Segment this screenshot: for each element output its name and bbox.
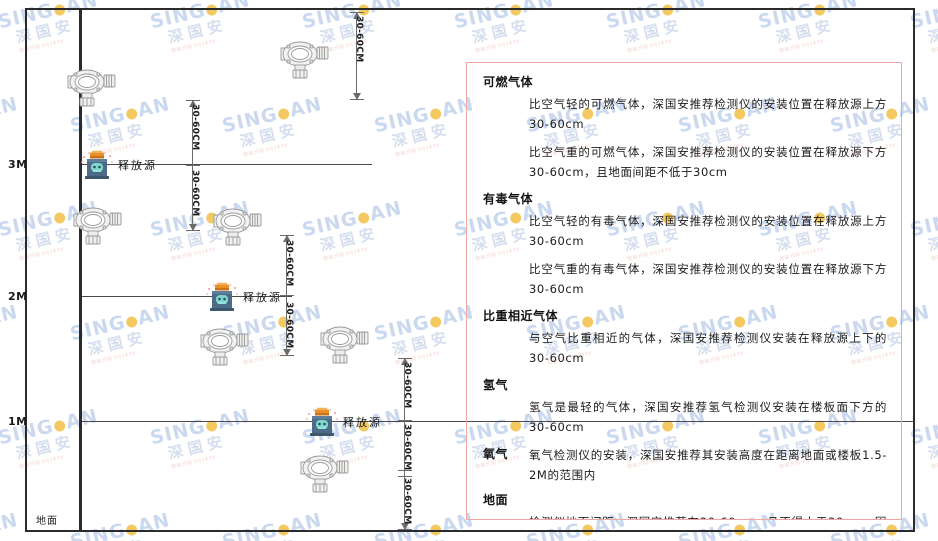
level-label-1m: 1M: [8, 415, 28, 428]
dimension-line-b: [347, 12, 367, 100]
dimension-label-a1: 30-60CM: [190, 104, 200, 151]
panel-section-title: 氧气: [483, 447, 509, 461]
watermark-chinese: 深国安: [926, 431, 938, 463]
dimension-label-a2: 30-60CM: [190, 170, 200, 217]
dimension-label-d3: 30-60CM: [402, 478, 412, 525]
ground-line: [79, 530, 915, 532]
level-line-2m: [82, 296, 292, 297]
ground-label: 地面: [36, 516, 58, 527]
dimension-line-a: [183, 100, 203, 231]
panel-section: 地面检测仪地面间距，深国安推荐在30-60cm，且不得小于30cm，因为过低容易…: [483, 491, 887, 519]
panel-section-paragraph: 比空气轻的有毒气体，深国安推荐检测仪的安装位置在释放源上方30-60cm: [529, 214, 887, 248]
dimension-label-b1: 30-60CM: [354, 16, 364, 63]
gas-detector-icon: [275, 35, 333, 79]
dimension-line-d: [395, 358, 415, 530]
dimension-label-d2: 30-60CM: [402, 424, 412, 471]
watermark-chinese: 深国安: [926, 15, 938, 47]
level-line-1m: [82, 421, 914, 422]
gas-detector-icon: [68, 201, 126, 245]
dimension-label-c1: 30-60CM: [284, 240, 294, 287]
watermark-chinese: 深国安: [926, 223, 938, 255]
gas-detector-icon: [195, 322, 253, 366]
watermark-small-text: 智能代码:661434: [930, 454, 938, 471]
watermark-small-text: 智能代码:661434: [930, 246, 938, 263]
dimension-label-d1: 30-60CM: [402, 362, 412, 409]
release-source-label: 释放源: [243, 291, 282, 304]
panel-section: 氧气 氧气检测仪的安装，深国安推荐其安装高度在距离地面或楼板1.5-2M的范围内: [483, 445, 887, 485]
panel-section-paragraph: 检测仪地面间距，深国安推荐在30-60cm，且不得小于30cm，因为过低容易水溅…: [483, 512, 887, 519]
info-panel: 可燃气体比空气轻的可燃气体，深国安推荐检测仪的安装位置在释放源上方30-60cm…: [466, 62, 902, 520]
dimension-label-c2: 30-60CM: [284, 302, 294, 349]
release-source-label: 释放源: [118, 159, 157, 172]
panel-section: 比重相近气体与空气比重相近的气体，深国安推荐检测仪安装在释放源上下的30-60c…: [483, 307, 887, 368]
panel-section-title: 氢气: [483, 378, 509, 392]
panel-section-title: 比重相近气体: [483, 309, 559, 323]
panel-section: 有毒气体比空气轻的有毒气体，深国安推荐检测仪的安装位置在释放源上方30-60cm…: [483, 190, 887, 299]
release-source-icon: [305, 407, 339, 437]
panel-section: 氢气氢气是最轻的气体，深国安推荐氢气检测仪安装在楼板面下方的30-60cm: [483, 376, 887, 437]
panel-section-paragraph: 与空气比重相近的气体，深国安推荐检测仪安装在释放源上下的30-60cm: [529, 331, 887, 365]
panel-section: 可燃气体比空气轻的可燃气体，深国安推荐检测仪的安装位置在释放源上方30-60cm…: [483, 73, 887, 182]
panel-section-paragraph: 氧气检测仪的安装，深国安推荐其安装高度在距离地面或楼板1.5-2M的范围内: [529, 448, 887, 482]
gas-detector-icon: [315, 320, 373, 364]
gas-detector-icon: [295, 449, 353, 493]
gas-detector-icon: [208, 202, 266, 246]
panel-section-paragraph: 比空气重的有毒气体，深国安推荐检测仪的安装位置在释放源下方30-60cm: [529, 262, 887, 296]
level-label-2m: 2M: [8, 290, 28, 303]
panel-section-title: 地面: [483, 493, 509, 507]
gas-detector-icon: [62, 63, 120, 107]
level-label-3m: 3M: [8, 158, 28, 171]
panel-section-title: 有毒气体: [483, 192, 534, 206]
release-source-icon: [205, 282, 239, 312]
release-source-label: 释放源: [343, 416, 382, 429]
panel-section-title: 可燃气体: [483, 75, 534, 89]
panel-section-paragraph: 比空气轻的可燃气体，深国安推荐检测仪的安装位置在释放源上方30-60cm: [529, 97, 887, 131]
vertical-axis: [79, 10, 82, 530]
level-line-3m: [82, 164, 372, 165]
release-source-icon: [80, 150, 114, 180]
watermark-small-text: 智能代码:661434: [930, 38, 938, 55]
dimension-line-c: [277, 235, 297, 356]
panel-section-paragraph: 比空气重的可燃气体，深国安推荐检测仪的安装位置在释放源下方30-60cm，且地面…: [529, 145, 887, 179]
panel-section-paragraph: 氢气是最轻的气体，深国安推荐氢气检测仪安装在楼板面下方的30-60cm: [529, 400, 887, 434]
